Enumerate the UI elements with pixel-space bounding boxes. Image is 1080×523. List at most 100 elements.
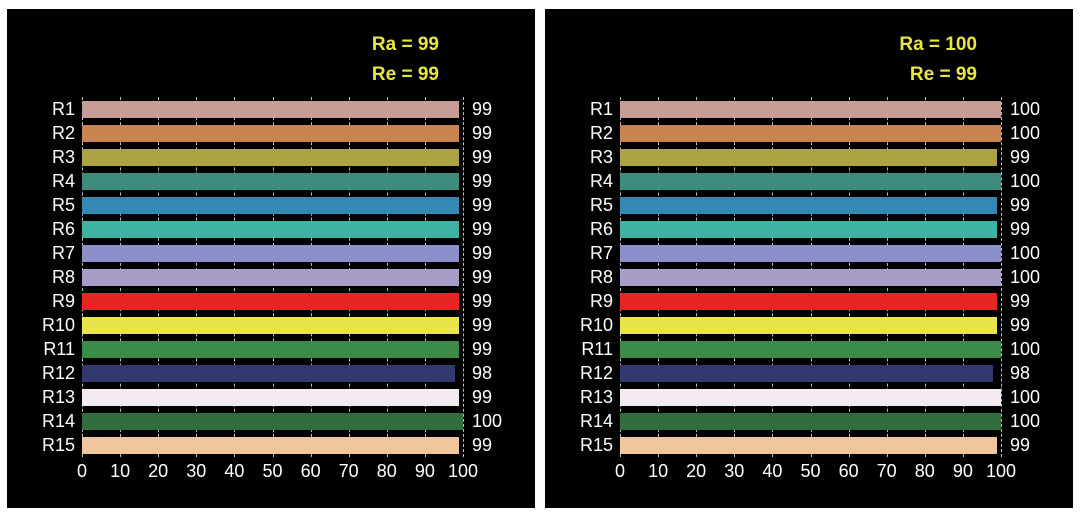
x-tick-0: 0	[614, 461, 626, 481]
panel-header: Ra = 100 Re = 99	[545, 9, 1073, 97]
row-label-R4: R4	[51, 171, 75, 191]
bar-row-R7	[82, 241, 463, 265]
value-label-R10: 99	[472, 315, 493, 335]
bar-R14	[82, 412, 463, 430]
bar-row-R1	[620, 97, 1001, 121]
value-label-R13: 100	[1010, 387, 1041, 407]
bar-R7	[620, 244, 1001, 262]
value-label-R4: 100	[1010, 171, 1041, 191]
re-value-text: Re = 99	[371, 64, 439, 85]
x-tick-60: 60	[300, 461, 321, 481]
x-tick-30: 30	[724, 461, 745, 481]
row-label-R12: R12	[41, 363, 75, 383]
bar-R15	[82, 436, 460, 454]
panel-header: Ra = 99 Re = 99	[7, 9, 535, 97]
value-label-R6: 99	[472, 219, 493, 239]
row-label-R9: R9	[51, 291, 75, 311]
x-tick-30: 30	[186, 461, 207, 481]
bar-row-R9	[82, 289, 463, 313]
row-label-R14: R14	[41, 411, 75, 431]
x-tick-80: 80	[376, 461, 397, 481]
ra-value-text: Ra = 100	[899, 34, 977, 55]
bar-R9	[620, 292, 998, 310]
row-label-R15: R15	[579, 435, 613, 455]
value-label-R9: 99	[472, 291, 493, 311]
bar-R3	[620, 148, 998, 166]
bar-R1	[620, 100, 1001, 118]
value-labels-column: 99 99 99 99 99 99 99 99 99 99 99 98 99 100 99	[463, 97, 535, 457]
category-labels-column: R1 R2 R3 R4 R5 R6 R7 R8 R9 R10 R11 R12 R13 R14 R15	[7, 97, 82, 457]
x-tick-70: 70	[338, 461, 359, 481]
bar-row-R2	[82, 121, 463, 145]
bar-R15	[620, 436, 998, 454]
row-label-R6: R6	[589, 219, 613, 239]
value-label-R15: 99	[1010, 435, 1031, 455]
bar-R3	[82, 148, 460, 166]
bar-row-R13	[620, 385, 1001, 409]
value-label-R12: 98	[1010, 363, 1031, 383]
cri-bar-chart: R1 R2 R3 R4 R5 R6 R7 R8 R9 R10 R11 R12 R13 R14 R15 0 10…	[7, 97, 535, 484]
bar-R5	[82, 196, 460, 214]
bar-row-R8	[620, 265, 1001, 289]
value-label-R3: 99	[1010, 147, 1031, 167]
value-label-R9: 99	[1010, 291, 1031, 311]
row-label-R7: R7	[589, 243, 613, 263]
bar-R13	[620, 388, 1001, 406]
row-label-R5: R5	[589, 195, 613, 215]
value-label-R12: 98	[472, 363, 493, 383]
value-label-R1: 100	[1010, 99, 1041, 119]
x-tick-80: 80	[914, 461, 935, 481]
row-label-R4: R4	[589, 171, 613, 191]
bar-R2	[620, 124, 1001, 142]
bar-row-R15	[620, 433, 1001, 457]
x-tick-70: 70	[876, 461, 897, 481]
row-label-R11: R11	[581, 339, 613, 359]
plot-column: 0 10 20 30 40 50 60 70 80 90 100	[615, 97, 1016, 484]
row-label-R10: R10	[579, 315, 613, 335]
bar-row-R4	[620, 169, 1001, 193]
value-label-R2: 100	[1010, 123, 1041, 143]
bar-row-R6	[82, 217, 463, 241]
bar-R2	[82, 124, 460, 142]
x-axis: 0 10 20 30 40 50 60 70 80 90 100	[77, 457, 478, 484]
value-label-R7: 99	[472, 243, 493, 263]
row-label-R13: R13	[579, 387, 613, 407]
bar-R12	[82, 364, 456, 382]
row-label-R2: R2	[51, 123, 75, 143]
row-label-R9: R9	[589, 291, 613, 311]
x-tick-10: 10	[110, 461, 131, 481]
x-tick-40: 40	[762, 461, 783, 481]
bar-R11	[82, 340, 460, 358]
value-label-R1: 99	[472, 99, 493, 119]
bar-row-R3	[620, 145, 1001, 169]
bar-row-R10	[620, 313, 1001, 337]
bar-R10	[82, 316, 460, 334]
row-label-R13: R13	[41, 387, 75, 407]
row-label-R2: R2	[589, 123, 613, 143]
cri-bar-chart: R1 R2 R3 R4 R5 R6 R7 R8 R9 R10 R11 R12 R13 R14 R15 0 10…	[545, 97, 1073, 484]
bar-R6	[620, 220, 998, 238]
bar-R5	[620, 196, 998, 214]
category-labels-column: R1 R2 R3 R4 R5 R6 R7 R8 R9 R10 R11 R12 R13 R14 R15	[545, 97, 620, 457]
value-label-R5: 99	[1010, 195, 1031, 215]
value-label-R14: 100	[472, 411, 503, 431]
bar-R12	[620, 364, 994, 382]
re-value-text: Re = 99	[909, 64, 977, 85]
bar-row-R10	[82, 313, 463, 337]
bar-row-R12	[620, 361, 1001, 385]
bar-row-R5	[620, 193, 1001, 217]
bar-row-R1	[82, 97, 463, 121]
x-tick-10: 10	[648, 461, 669, 481]
bar-row-R9	[620, 289, 1001, 313]
x-axis: 0 10 20 30 40 50 60 70 80 90 100	[615, 457, 1016, 484]
row-label-R1: R1	[589, 99, 613, 119]
row-label-R1: R1	[51, 99, 75, 119]
bar-row-R3	[82, 145, 463, 169]
x-tick-0: 0	[76, 461, 88, 481]
value-label-R4: 99	[472, 171, 493, 191]
bar-row-R13	[82, 385, 463, 409]
value-label-R8: 100	[1010, 267, 1041, 287]
bar-R4	[620, 172, 1001, 190]
x-tick-90: 90	[414, 461, 435, 481]
x-tick-100: 100	[985, 461, 1017, 481]
